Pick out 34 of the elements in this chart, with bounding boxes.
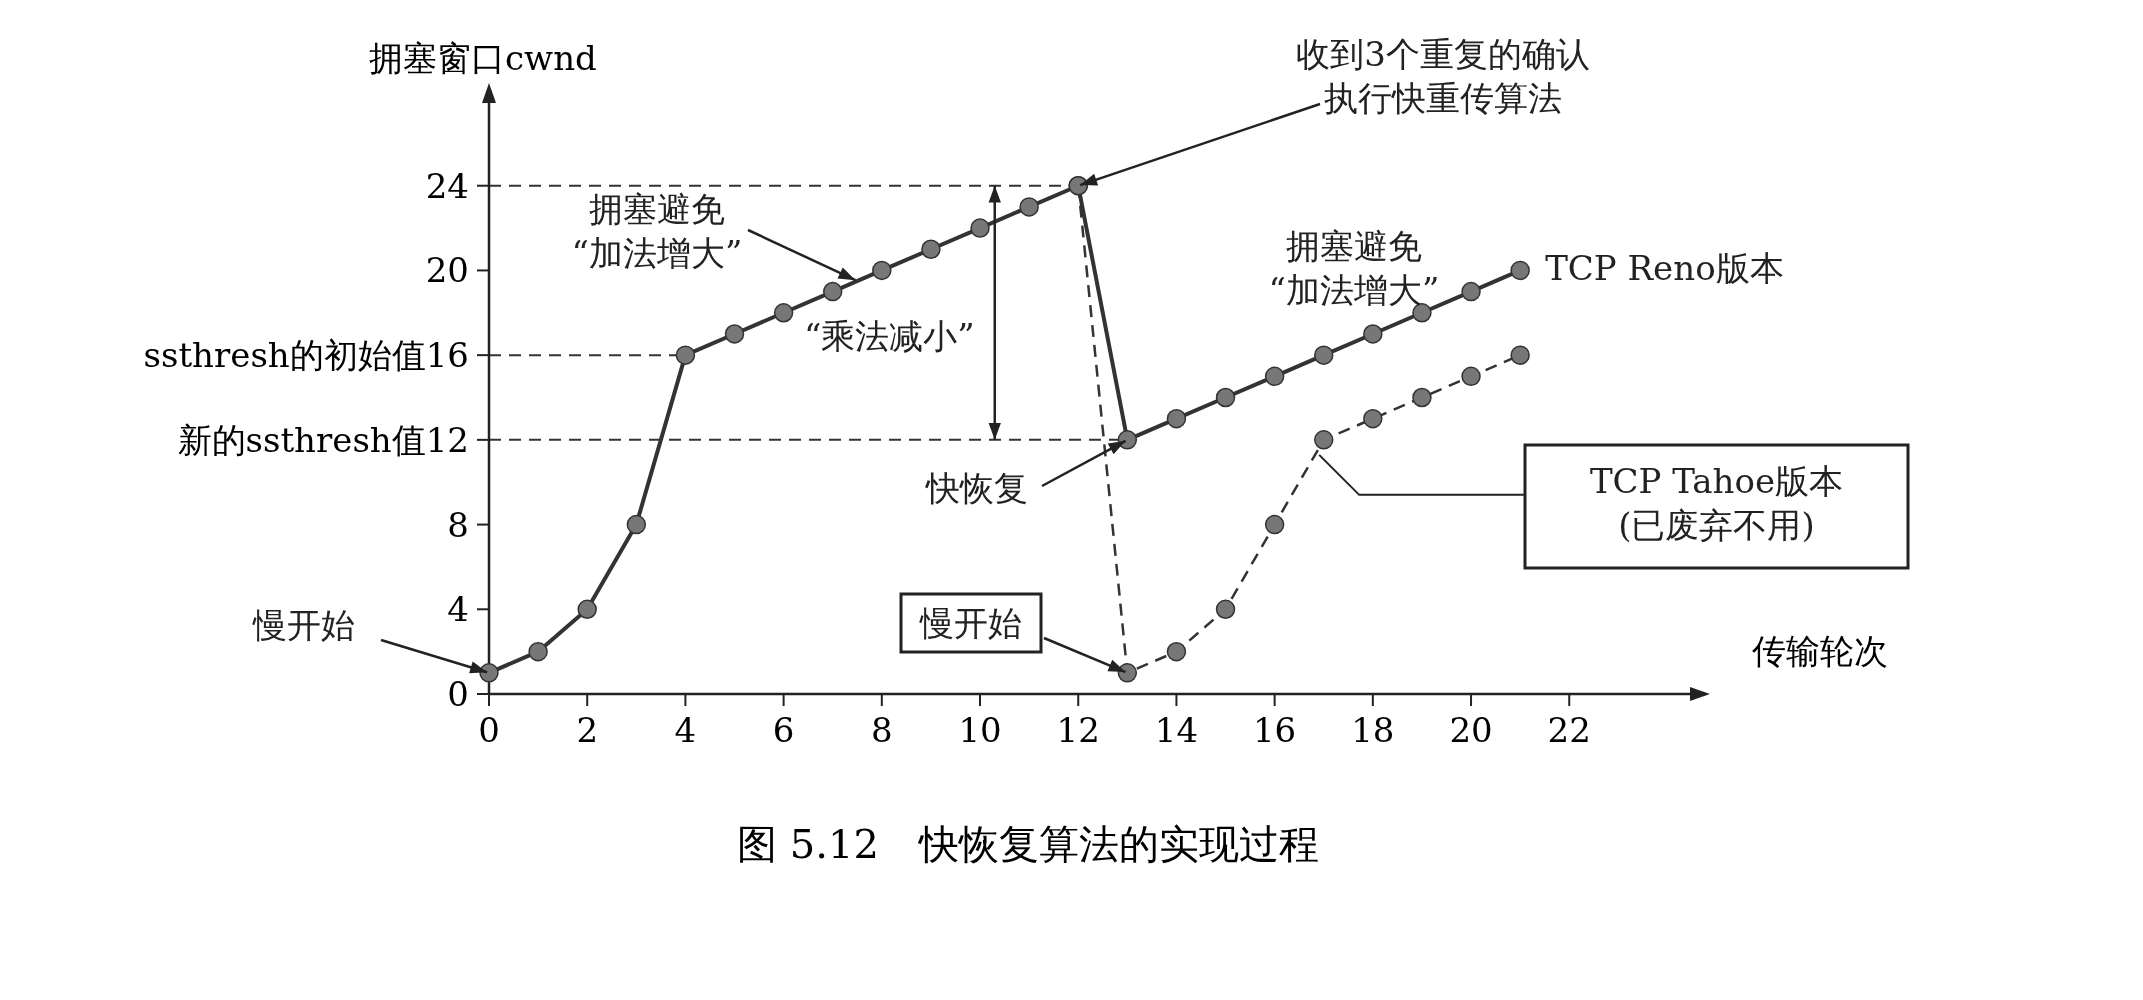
text: 图 5.12 快恢复算法的实现过程 [737, 821, 1319, 867]
x-tick-label: 18 [1351, 710, 1395, 750]
x-tick-label: 14 [1154, 710, 1199, 750]
x-tick-label: 16 [1253, 710, 1297, 750]
y-tick-label: 8 [447, 504, 469, 545]
x-tick-label: 4 [674, 710, 697, 750]
y-tick-label: 24 [425, 165, 469, 206]
y-tick-label: 4 [447, 589, 469, 630]
annotation: 拥塞避免 [1286, 226, 1422, 266]
x-tick-label: 10 [958, 710, 1002, 750]
y-tick-label: 0 [447, 674, 469, 714]
x-tick-label: 12 [1056, 710, 1100, 750]
annotation: “加法增大” [1268, 270, 1440, 310]
x-tick-label: 8 [871, 710, 893, 750]
x-tick-label: 20 [1449, 710, 1493, 750]
x-tick-label: 6 [772, 710, 795, 750]
x-tick-label: 22 [1547, 710, 1591, 750]
annotation: 拥塞避免 [589, 189, 725, 229]
y-tick-label: ssthresh的初始值16 [143, 335, 469, 376]
annotation: “加法增大” [571, 233, 743, 273]
y-tick-label: 20 [425, 250, 469, 291]
annotation: “乘法减小” [803, 316, 975, 356]
text: TCP Tahoe版本(已废弃不用) [1589, 461, 1844, 546]
annotation: 执行快重传算法 [1324, 78, 1562, 118]
series-label: TCP Reno版本 [1545, 248, 1784, 289]
y-tick-label: 新的ssthresh值12 [177, 419, 469, 460]
x-axis-title: 传输轮次 [1752, 631, 1888, 671]
x-tick-label: 0 [478, 710, 500, 750]
x-tick-label: 2 [576, 710, 599, 750]
text: 收到3个重复的确认 [1296, 34, 1590, 74]
annotation: 慢开始 [919, 603, 1022, 643]
annotation: 慢开始 [252, 605, 355, 645]
annotation: 快恢复 [925, 468, 1028, 508]
y-axis-title: 拥塞窗口cwnd [369, 38, 597, 78]
